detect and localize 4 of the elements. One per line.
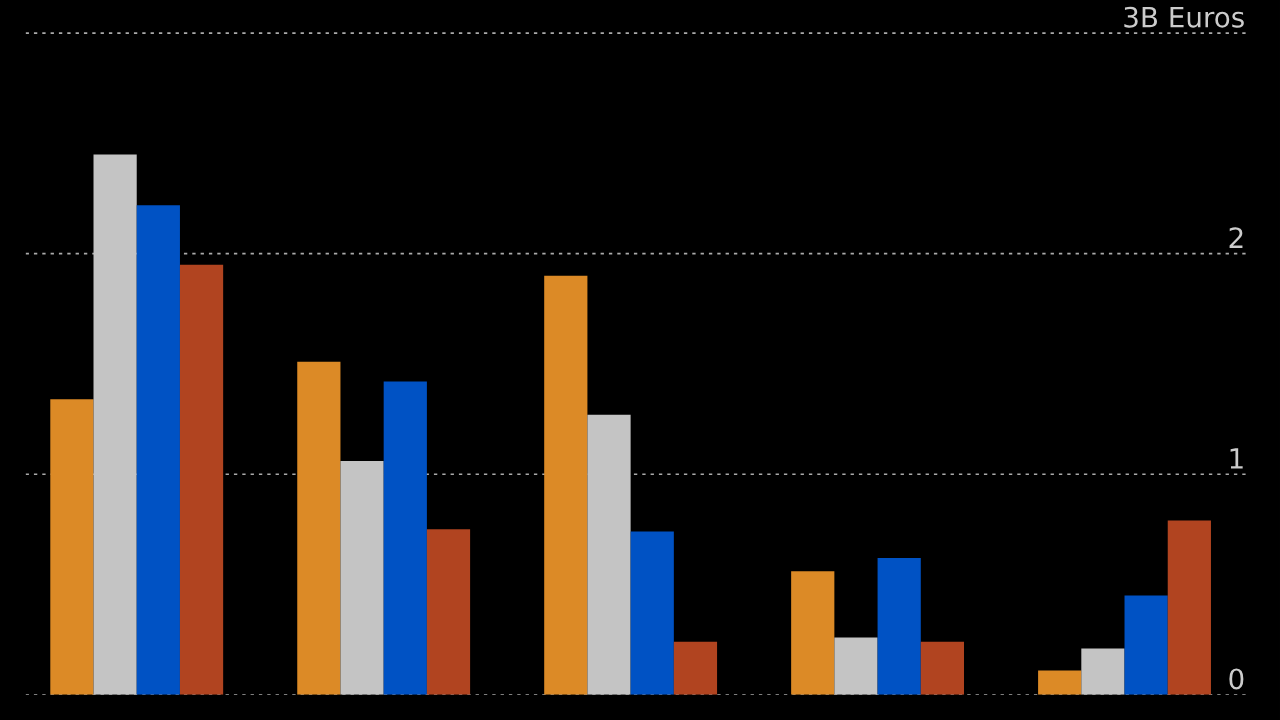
y-tick-label: 2 [1229,227,1243,248]
y-tick-label: 3B Euros [1124,6,1244,28]
y-tick-label: 1 [1230,448,1243,469]
y-tick-label: 0 [1229,668,1244,690]
